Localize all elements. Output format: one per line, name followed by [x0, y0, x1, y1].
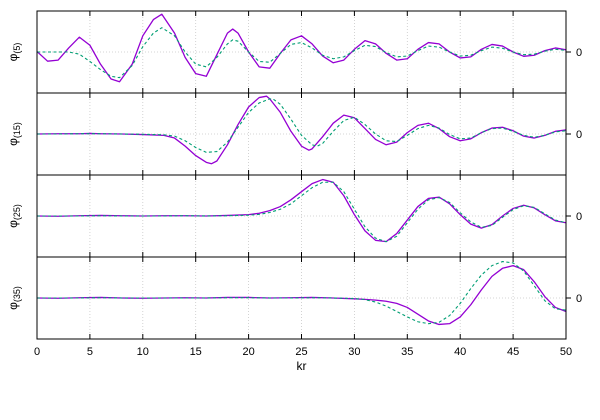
x-tick-label: 5	[87, 346, 93, 358]
y-axis-label-main: φ	[6, 138, 20, 146]
x-tick-label: 50	[560, 346, 572, 358]
series-line-solid	[37, 264, 566, 326]
y-axis-label: φ(35)	[6, 286, 22, 310]
x-tick-label: 15	[190, 346, 202, 358]
x-tick-label: 40	[454, 346, 466, 358]
y-axis-label-subscript: (35)	[12, 286, 22, 302]
series-line-solid	[37, 95, 566, 165]
series-line-dashed	[37, 181, 566, 243]
x-tick-label: 0	[34, 346, 40, 358]
y-axis-label-subscript: (15)	[12, 122, 22, 138]
panel-2: 0 φ(15)	[6, 92, 582, 176]
y-axis-label-main: φ	[6, 220, 20, 228]
x-axis-label: kr	[297, 359, 307, 373]
series-line-dashed	[37, 98, 566, 153]
y-axis-label-subscript: (25)	[12, 204, 22, 220]
panel-1: 0 φ(5)	[6, 10, 582, 94]
series-line-dashed	[37, 261, 566, 325]
x-tick-label: 35	[401, 346, 413, 358]
x-tick-label: 10	[137, 346, 149, 358]
y-axis-label-subscript: (5)	[12, 43, 22, 54]
series-line-dashed	[37, 27, 566, 79]
y-axis-label: φ(5)	[6, 43, 22, 62]
y-axis-label: φ(25)	[6, 204, 22, 228]
series-line-solid	[37, 178, 566, 243]
x-tick-label: 20	[242, 346, 254, 358]
chart-panels: 0φ(5)0φ(15)0φ(25)0φ(35)0 5 10 15 20 25 30 35 40 4…	[6, 10, 582, 373]
y2-tick-label: 0	[576, 47, 582, 59]
panel-4: 0 φ(35) 0 5 10 15 20 25 30 35 40 45 50 kr	[6, 256, 582, 373]
x-tick-label: 30	[348, 346, 360, 358]
y2-tick-label: 0	[576, 211, 582, 223]
y-axis-label-main: φ	[6, 302, 20, 310]
panel-3: 0 φ(25)	[6, 174, 582, 258]
y2-tick-label: 0	[576, 129, 582, 141]
x-tick-label: 25	[295, 346, 307, 358]
y2-tick-label: 0	[576, 293, 582, 305]
y-axis-label: φ(15)	[6, 122, 22, 146]
y-axis-label-main: φ	[6, 53, 20, 61]
x-tick-label: 45	[507, 346, 519, 358]
